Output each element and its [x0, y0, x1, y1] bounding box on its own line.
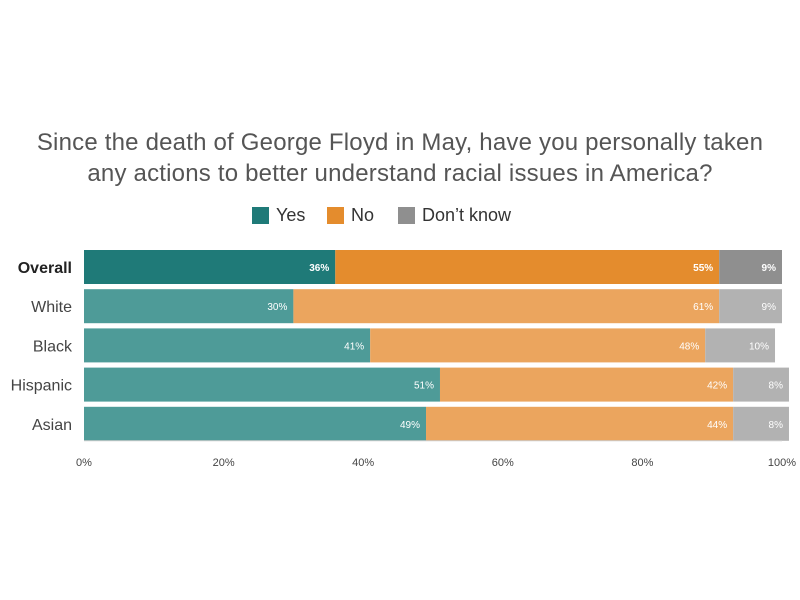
category-label-overall: Overall: [18, 260, 72, 277]
data-label-white-don-t-know: 9%: [762, 302, 777, 313]
data-label-white-yes: 30%: [267, 302, 287, 313]
data-label-black-yes: 41%: [344, 341, 364, 352]
bar-asian-don-t-know: [733, 406, 789, 441]
data-label-white-no: 61%: [693, 302, 713, 313]
bar-white-no: [293, 289, 720, 324]
bar-asian-yes: [84, 406, 427, 441]
category-label-black: Black: [33, 338, 73, 355]
bar-white-yes: [84, 289, 294, 324]
data-label-asian-don-t-know: 8%: [769, 420, 784, 431]
bar-black-yes: [84, 328, 371, 363]
legend-label-yes: Yes: [276, 205, 306, 225]
x-tick-label-4: 80%: [631, 457, 653, 469]
bar-overall-don-t-know: [719, 250, 782, 284]
data-label-black-no: 48%: [679, 341, 699, 352]
data-label-hispanic-don-t-know: 8%: [769, 381, 784, 392]
chart-title-line-1: Since the death of George Floyd in May, …: [36, 129, 764, 156]
x-tick-label-3: 60%: [492, 457, 514, 469]
legend-label-no: No: [351, 205, 375, 225]
x-tick-label-5: 100%: [768, 457, 796, 469]
data-label-overall-don-t-know: 9%: [762, 263, 777, 274]
bar-black-don-t-know: [705, 328, 776, 363]
category-label-hispanic: Hispanic: [11, 378, 72, 395]
x-tick-label-0: 0%: [76, 457, 92, 469]
data-label-hispanic-no: 42%: [707, 381, 727, 392]
bar-white-don-t-know: [719, 289, 782, 324]
category-label-asian: Asian: [32, 417, 72, 434]
chart-legend: Yes No Don’t know: [0, 204, 800, 228]
legend-swatch-yes: [252, 207, 269, 224]
bar-hispanic-no: [439, 367, 734, 402]
x-tick-label-2: 40%: [352, 457, 374, 469]
bar-hispanic-yes: [84, 367, 440, 402]
data-label-overall-yes: 36%: [309, 263, 329, 274]
bar-overall-yes: [84, 250, 336, 284]
legend-swatch-no: [327, 207, 344, 224]
category-label-white: White: [31, 299, 72, 316]
x-tick-label-1: 20%: [213, 457, 235, 469]
data-label-black-don-t-know: 10%: [749, 341, 769, 352]
bar-black-no: [370, 328, 706, 363]
data-label-hispanic-yes: 51%: [414, 381, 434, 392]
chart-title: Since the death of George Floyd in May, …: [0, 127, 800, 189]
data-label-overall-no: 55%: [693, 263, 713, 274]
legend-label-dont-know: Don’t know: [422, 205, 512, 225]
data-label-asian-yes: 49%: [400, 420, 420, 431]
bar-overall-no: [335, 250, 720, 284]
chart-title-line-2: any actions to better understand racial …: [87, 160, 713, 187]
data-label-asian-no: 44%: [707, 420, 727, 431]
bar-asian-no: [426, 406, 734, 441]
legend-swatch-dont-know: [398, 207, 415, 224]
bar-hispanic-don-t-know: [733, 367, 789, 402]
